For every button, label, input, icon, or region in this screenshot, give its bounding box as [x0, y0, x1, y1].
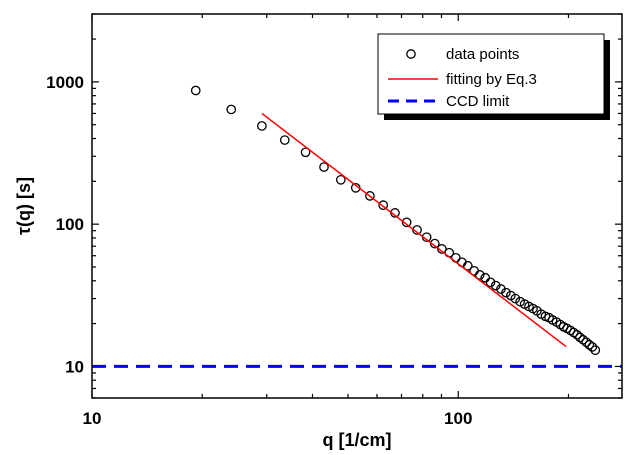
legend: data points fitting by Eq.3 CCD limit — [377, 33, 610, 120]
data-point — [319, 162, 329, 172]
data-point — [335, 174, 346, 185]
legend-marker-data-points — [406, 49, 416, 59]
data-point — [584, 339, 595, 350]
data-point — [190, 85, 201, 96]
data-point — [490, 280, 501, 291]
legend-label-fit: fitting by Eq.3 — [446, 71, 537, 88]
data-point — [365, 191, 375, 201]
data-point — [587, 342, 598, 352]
data-point — [501, 287, 511, 298]
data-point — [300, 147, 311, 158]
fit-line — [261, 112, 567, 348]
data-point — [226, 104, 237, 115]
legend-label-data-points: data points — [446, 46, 519, 63]
data-point — [462, 260, 473, 271]
data-point — [450, 252, 461, 263]
x-tick-label: 10 — [83, 409, 102, 428]
data-point — [401, 217, 412, 228]
y-tick-label: 10 — [65, 357, 84, 376]
data-point — [510, 293, 521, 304]
data-point — [474, 270, 485, 280]
data-point — [485, 277, 496, 288]
x-axis-label: q [1/cm] — [322, 430, 391, 450]
plot-frame — [91, 13, 623, 399]
legend-label-ccd: CCD limit — [446, 93, 510, 110]
y-axis-label: τ(q) [s] — [14, 177, 34, 235]
data-point — [578, 334, 588, 345]
data-point — [590, 345, 601, 356]
data-point — [257, 121, 267, 131]
data-point — [378, 200, 389, 211]
x-tick-label: 100 — [444, 409, 472, 428]
plot-area — [92, 85, 622, 368]
y-tick-label: 100 — [56, 215, 84, 234]
data-point — [575, 332, 585, 343]
tick-labels: 10 100 10 100 1000 — [46, 73, 472, 428]
data-point — [572, 329, 582, 340]
data-point — [581, 337, 592, 348]
y-tick-label: 1000 — [46, 73, 84, 92]
data-point — [279, 135, 290, 145]
